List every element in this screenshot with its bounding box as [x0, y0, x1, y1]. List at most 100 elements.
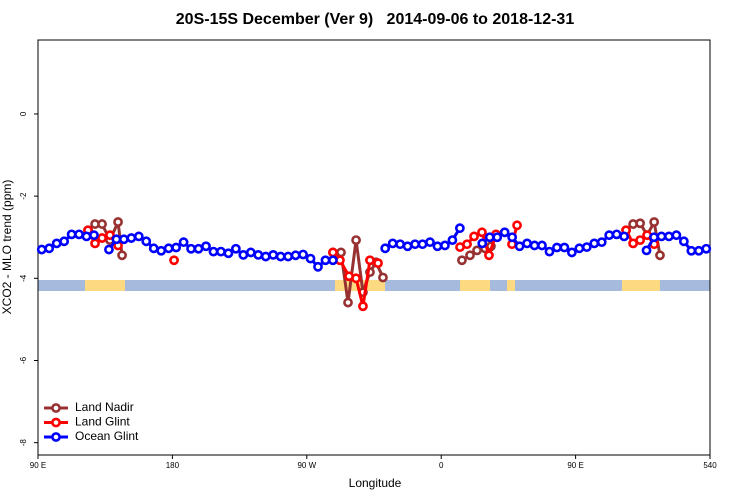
point	[387, 238, 398, 249]
point	[126, 233, 137, 243]
point	[402, 241, 413, 252]
point	[133, 231, 144, 242]
land-strip	[622, 280, 660, 291]
y-axis-title: XCO2 - MLO trend (ppm)	[0, 180, 14, 315]
point	[351, 235, 361, 246]
point	[410, 239, 420, 250]
point	[89, 230, 99, 241]
point	[186, 243, 196, 254]
legend-label: Land Glint	[75, 415, 130, 429]
series	[36, 223, 712, 272]
legend-marker	[51, 403, 61, 413]
point	[328, 247, 338, 258]
point	[477, 238, 488, 249]
point	[425, 237, 435, 248]
series-line	[87, 216, 662, 303]
point	[268, 249, 279, 260]
point	[484, 232, 495, 243]
point	[477, 227, 487, 238]
point	[655, 250, 665, 261]
point	[141, 236, 152, 247]
point	[336, 247, 346, 258]
point	[193, 243, 204, 254]
point	[537, 240, 547, 251]
point	[649, 232, 659, 243]
point	[118, 234, 129, 245]
point	[469, 231, 479, 242]
x-tick-label: 90 E	[30, 461, 46, 470]
point	[171, 242, 182, 253]
point	[465, 250, 475, 261]
point	[117, 250, 127, 261]
point	[499, 227, 510, 238]
point	[544, 246, 555, 257]
point	[283, 251, 294, 262]
point	[365, 255, 375, 266]
point	[512, 220, 522, 231]
y-tick-label: -2	[19, 192, 28, 200]
point	[178, 237, 189, 248]
series	[83, 220, 660, 312]
point	[417, 239, 428, 250]
point	[581, 242, 592, 252]
point	[678, 236, 689, 247]
point	[693, 245, 704, 256]
point	[395, 239, 406, 250]
point	[373, 258, 383, 269]
point	[223, 248, 234, 259]
point	[328, 255, 338, 266]
point	[113, 217, 123, 227]
point	[566, 247, 577, 258]
point	[671, 230, 682, 241]
point	[66, 229, 77, 240]
point	[454, 223, 465, 234]
point	[351, 273, 361, 284]
point	[514, 241, 525, 252]
point	[111, 234, 122, 245]
x-tick-label: 540	[703, 461, 717, 470]
point	[529, 240, 540, 251]
point	[484, 250, 494, 261]
x-tick-label: 180	[166, 461, 180, 470]
point	[378, 272, 388, 283]
x-tick-label: 0	[439, 461, 444, 470]
point	[552, 242, 562, 253]
point	[97, 219, 107, 229]
point	[97, 233, 107, 243]
legend-label: Ocean Glint	[75, 429, 139, 443]
point	[313, 261, 323, 272]
point	[104, 244, 114, 255]
point	[472, 245, 482, 256]
point	[440, 240, 450, 251]
point	[238, 249, 249, 260]
point	[664, 231, 674, 242]
point	[611, 229, 622, 240]
point	[522, 238, 532, 249]
land-strip	[85, 280, 125, 291]
point	[216, 246, 226, 257]
point	[169, 255, 179, 266]
point	[245, 247, 256, 258]
point	[656, 231, 667, 242]
point	[574, 243, 585, 254]
y-tick-label: -6	[19, 356, 28, 364]
point	[148, 243, 159, 254]
point	[253, 249, 264, 260]
point	[559, 242, 570, 253]
point	[619, 231, 630, 242]
land-strip	[507, 280, 515, 291]
point	[275, 251, 286, 262]
point	[462, 239, 472, 250]
point	[686, 245, 697, 256]
point	[305, 253, 316, 264]
point	[507, 232, 518, 243]
point	[290, 250, 301, 261]
legend-marker	[51, 432, 61, 442]
point	[59, 236, 70, 247]
point	[156, 245, 167, 256]
y-tick-label: -8	[19, 439, 28, 447]
point	[44, 243, 55, 254]
point	[90, 238, 100, 249]
